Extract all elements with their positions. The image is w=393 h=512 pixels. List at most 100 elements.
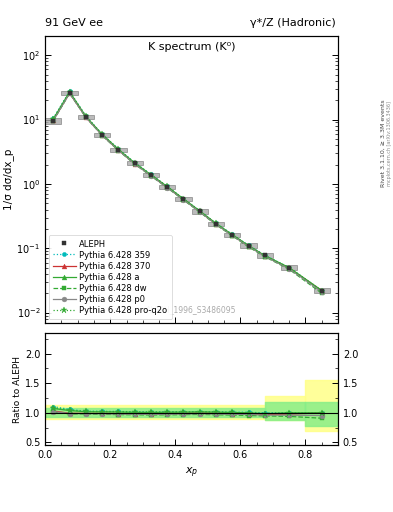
Pythia 6.428 p0 [165,184,169,190]
ALEPH [149,172,153,178]
Pythia 6.428 dw [100,133,105,139]
Pythia 6.428 dw [67,90,72,96]
Pythia 6.428 pro-q2o [51,116,56,122]
Bar [61,91,78,95]
Pythia 6.428 359 [100,131,105,137]
Pythia 6.428 370 [181,196,186,202]
Pythia 6.428 p0 [246,243,251,249]
Pythia 6.428 pro-q2o [149,172,153,178]
ALEPH [51,118,56,124]
Pythia 6.428 370 [165,184,169,190]
Line: Pythia 6.428 p0: Pythia 6.428 p0 [51,91,324,294]
Pythia 6.428 dw [197,209,202,215]
X-axis label: $x_p$: $x_p$ [185,466,198,480]
Pythia 6.428 p0 [149,173,153,179]
Line: Pythia 6.428 370: Pythia 6.428 370 [51,91,324,293]
Pythia 6.428 pro-q2o [287,265,292,271]
Line: Pythia 6.428 359: Pythia 6.428 359 [51,89,324,293]
Bar [159,185,175,189]
Pythia 6.428 359 [263,252,267,258]
Pythia 6.428 370 [51,117,56,123]
Pythia 6.428 370 [287,265,292,271]
Pythia 6.428 dw [263,253,267,260]
Text: mcplots.cern.ch [arXiv:1306.3436]: mcplots.cern.ch [arXiv:1306.3436] [387,101,391,186]
Pythia 6.428 p0 [83,114,88,120]
Pythia 6.428 359 [197,208,202,214]
Pythia 6.428 359 [165,183,169,189]
Pythia 6.428 359 [83,113,88,119]
Pythia 6.428 370 [132,160,137,166]
Pythia 6.428 p0 [197,209,202,215]
Pythia 6.428 pro-q2o [181,196,186,202]
Line: Pythia 6.428 a: Pythia 6.428 a [51,90,324,293]
Pythia 6.428 p0 [51,117,56,123]
Line: Pythia 6.428 dw: Pythia 6.428 dw [51,91,324,295]
Pythia 6.428 a [51,116,56,122]
Pythia 6.428 p0 [320,289,324,295]
Pythia 6.428 pro-q2o [320,287,324,293]
Pythia 6.428 370 [246,243,251,249]
Pythia 6.428 a [214,220,219,226]
ALEPH [320,287,324,293]
Pythia 6.428 370 [320,287,324,293]
Pythia 6.428 370 [230,232,235,238]
Pythia 6.428 359 [230,231,235,238]
Bar [175,197,192,201]
Pythia 6.428 359 [116,146,121,152]
Pythia 6.428 359 [181,196,186,202]
Pythia 6.428 pro-q2o [83,113,88,119]
Pythia 6.428 p0 [100,132,105,138]
Bar [224,232,241,237]
Pythia 6.428 370 [83,114,88,120]
Pythia 6.428 pro-q2o [100,131,105,137]
Pythia 6.428 p0 [116,147,121,154]
Text: ALEPH_1996_S3486095: ALEPH_1996_S3486095 [146,305,237,314]
Pythia 6.428 dw [287,266,292,272]
Pythia 6.428 a [165,183,169,189]
Text: 91 GeV ee: 91 GeV ee [45,18,103,28]
ALEPH [83,114,88,120]
Pythia 6.428 pro-q2o [197,208,202,214]
ALEPH [100,132,105,138]
Pythia 6.428 dw [51,118,56,124]
ALEPH [132,160,137,166]
Pythia 6.428 dw [132,161,137,167]
Bar [208,222,224,226]
Bar [94,133,110,137]
Pythia 6.428 dw [214,222,219,228]
ALEPH [246,243,251,249]
Bar [241,243,257,248]
Pythia 6.428 359 [51,115,56,121]
Pythia 6.428 a [67,89,72,95]
Y-axis label: Ratio to ALEPH: Ratio to ALEPH [13,356,22,422]
Bar [78,115,94,119]
Pythia 6.428 dw [320,290,324,296]
Pythia 6.428 p0 [230,232,235,239]
Pythia 6.428 a [181,196,186,202]
Text: Rivet 3.1.10, ≥ 3.3M events: Rivet 3.1.10, ≥ 3.3M events [381,99,386,187]
Pythia 6.428 dw [165,185,169,191]
Bar [127,161,143,165]
Legend: ALEPH, Pythia 6.428 359, Pythia 6.428 370, Pythia 6.428 a, Pythia 6.428 dw, Pyth: ALEPH, Pythia 6.428 359, Pythia 6.428 37… [48,236,172,319]
Pythia 6.428 370 [100,132,105,138]
Pythia 6.428 p0 [181,197,186,203]
Pythia 6.428 pro-q2o [230,231,235,238]
Pythia 6.428 dw [149,173,153,179]
Pythia 6.428 pro-q2o [132,160,137,166]
Pythia 6.428 a [100,131,105,137]
Pythia 6.428 a [320,287,324,293]
Bar [110,148,127,152]
Pythia 6.428 a [116,146,121,153]
Y-axis label: 1/σ dσ/dx_p: 1/σ dσ/dx_p [3,148,14,210]
Pythia 6.428 a [197,208,202,214]
Pythia 6.428 p0 [67,90,72,96]
Pythia 6.428 a [132,160,137,166]
Pythia 6.428 370 [263,253,267,259]
Pythia 6.428 a [263,252,267,259]
Pythia 6.428 p0 [214,221,219,227]
Pythia 6.428 pro-q2o [116,146,121,152]
Pythia 6.428 dw [246,244,251,250]
Pythia 6.428 p0 [132,161,137,167]
Pythia 6.428 359 [214,220,219,226]
Pythia 6.428 dw [116,147,121,154]
